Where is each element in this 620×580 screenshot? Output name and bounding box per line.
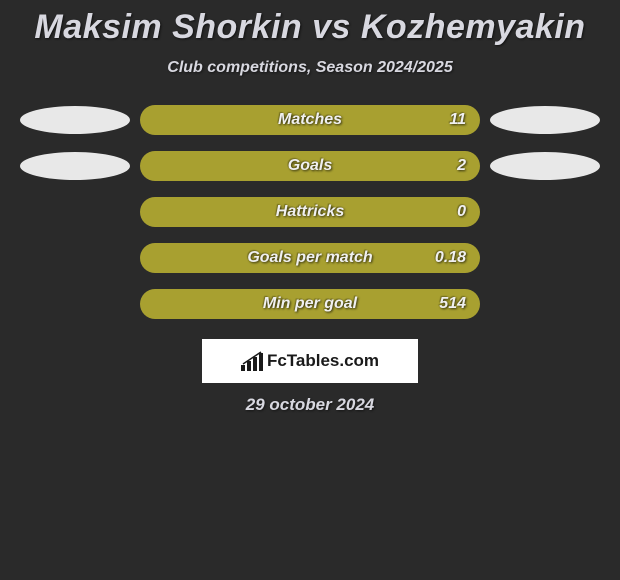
stats-comparison-card: Maksim Shorkin vs Kozhemyakin Club compe… (0, 0, 620, 415)
stat-value: 514 (439, 295, 466, 313)
right-player-ellipse (490, 152, 600, 180)
stat-bar: Matches 11 (140, 105, 480, 135)
stat-label: Hattricks (276, 203, 344, 221)
stat-label: Matches (278, 111, 342, 129)
stat-label: Goals per match (247, 249, 372, 267)
left-player-ellipse (20, 152, 130, 180)
stat-rows: Matches 11 Goals 2 Hattricks 0 Goals per match… (0, 105, 620, 319)
stat-value: 0 (457, 203, 466, 221)
stat-row: Goals per match 0.18 (0, 243, 620, 273)
date-label: 29 october 2024 (0, 395, 620, 415)
stat-bar: Goals 2 (140, 151, 480, 181)
stat-bar: Goals per match 0.18 (140, 243, 480, 273)
left-player-ellipse (20, 106, 130, 134)
bar-chart-icon (241, 351, 263, 371)
stat-value: 0.18 (435, 249, 466, 267)
logo-box[interactable]: FcTables.com (202, 339, 418, 383)
stat-value: 2 (457, 157, 466, 175)
stat-label: Min per goal (263, 295, 357, 313)
stat-value: 11 (449, 111, 466, 129)
page-title: Maksim Shorkin vs Kozhemyakin (0, 8, 620, 47)
stat-bar: Min per goal 514 (140, 289, 480, 319)
stat-label: Goals (288, 157, 332, 175)
stat-row: Min per goal 514 (0, 289, 620, 319)
right-player-ellipse (490, 106, 600, 134)
subtitle: Club competitions, Season 2024/2025 (0, 59, 620, 77)
logo-text: FcTables.com (267, 351, 379, 371)
stat-row: Hattricks 0 (0, 197, 620, 227)
stat-row: Goals 2 (0, 151, 620, 181)
stat-bar: Hattricks 0 (140, 197, 480, 227)
stat-row: Matches 11 (0, 105, 620, 135)
